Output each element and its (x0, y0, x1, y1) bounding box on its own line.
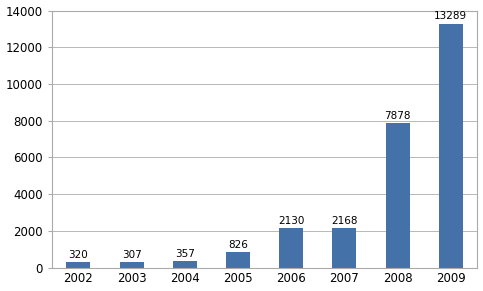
Bar (385, 123, 410, 268)
Text: 13289: 13289 (434, 11, 468, 22)
Text: 826: 826 (228, 240, 248, 250)
Text: 2130: 2130 (278, 216, 304, 226)
Bar (332, 228, 356, 268)
Bar (226, 252, 250, 268)
Text: 2168: 2168 (331, 216, 357, 226)
Bar (120, 262, 143, 268)
Text: 7878: 7878 (384, 111, 411, 121)
Text: 307: 307 (122, 250, 142, 260)
Bar (66, 262, 90, 268)
Bar (173, 261, 197, 268)
Bar (439, 24, 463, 268)
Text: 357: 357 (175, 249, 195, 259)
Bar (279, 228, 303, 268)
Text: 320: 320 (69, 249, 88, 260)
